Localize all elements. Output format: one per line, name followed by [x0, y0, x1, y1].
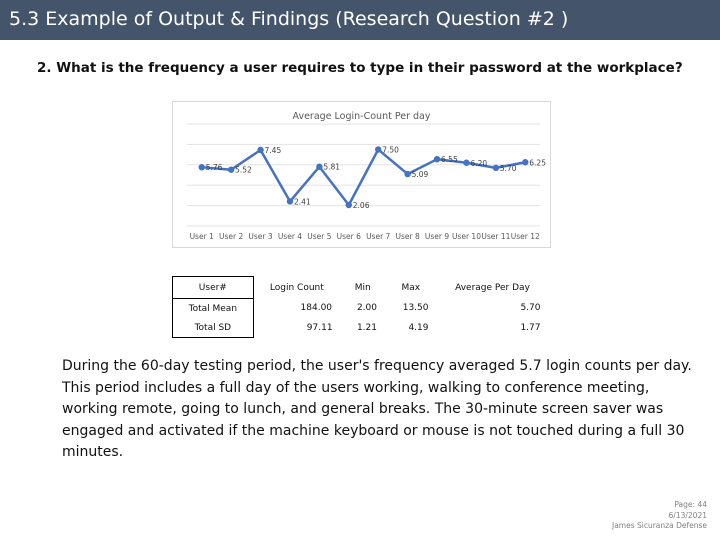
data-label: 2.41 [294, 197, 311, 206]
table-cell: 5.70 [520, 303, 541, 314]
data-point [522, 159, 529, 166]
table-cell: 1.21 [356, 322, 377, 333]
line-chart: Average Login-Count Per day User 1 User 2 U… [172, 101, 551, 248]
x-tick-label: User 11 [481, 232, 510, 241]
x-tick-label: User 6 [337, 232, 361, 241]
data-label: 7.45 [265, 146, 282, 155]
table-cell: 1.77 [520, 322, 541, 333]
column-header: User# [172, 276, 254, 299]
data-point [257, 146, 264, 154]
data-point [227, 166, 235, 173]
page-number: Page: 44 [674, 500, 707, 509]
slide-footer: Page: 44 6/13/2021 James Sicuranza Defen… [612, 500, 707, 532]
table-cell: 13.50 [402, 303, 429, 314]
findings-paragraph: During the 60-day testing period, the us… [62, 358, 692, 460]
footer-author: James Sicuranza Defense [611, 521, 707, 530]
data-point [433, 155, 441, 163]
x-tick-label: User 5 [307, 232, 331, 241]
slide-title: 5.3 Example of Output & Findings (Resear… [9, 8, 569, 30]
x-tick-label: User 9 [425, 232, 449, 241]
data-label: 7.50 [382, 146, 399, 155]
x-tick-label: User 1 [190, 232, 214, 241]
footer-date: 6/13/2021 [668, 510, 707, 520]
table-cell: 97.11 [306, 322, 333, 333]
data-point [316, 163, 323, 170]
data-label: 5.70 [500, 164, 517, 173]
data-label: 5.52 [235, 166, 252, 175]
x-tick-label: User 3 [248, 232, 272, 241]
data-label: 2.06 [353, 201, 370, 210]
row-label: Total Mean [172, 298, 254, 318]
column-header: Min [354, 282, 371, 293]
data-point [375, 146, 382, 153]
research-question: 2. What is the frequency a user requires… [37, 60, 683, 76]
column-header: Max [401, 282, 421, 293]
data-point [198, 164, 205, 171]
data-label: 6.25 [529, 158, 546, 167]
x-tick-label: User 10 [452, 232, 481, 241]
x-tick-label: User 12 [511, 232, 540, 241]
title-bar: 5.3 Example of Output & Findings (Resear… [0, 0, 720, 40]
data-label: 5.81 [323, 163, 340, 172]
data-label: 5.76 [206, 163, 223, 172]
data-point [345, 201, 352, 209]
table-header-row: User# Login Count Min Max Average Per Da… [172, 276, 549, 299]
data-point [404, 170, 411, 178]
data-point [492, 164, 500, 172]
column-header: Average Per Day [455, 282, 530, 293]
x-tick-label: User 7 [366, 232, 390, 241]
x-tick-label: User 2 [219, 232, 243, 241]
table-row: Total Mean 184.00 2.00 13.50 5.70 [172, 298, 549, 318]
chart-canvas: Average Login-Count Per day User 1 User 2 U… [187, 111, 546, 241]
column-header: Login Count [269, 282, 324, 293]
data-point [286, 198, 294, 205]
table-cell: 184.00 [300, 303, 333, 314]
x-tick-label: User 4 [278, 232, 302, 241]
row-label: Total SD [172, 318, 254, 338]
table-cell: 2.00 [356, 303, 377, 314]
table-cell: 4.19 [408, 322, 429, 333]
data-point [463, 159, 470, 166]
series-line [201, 148, 526, 207]
table-row: Total SD 97.11 1.21 4.19 1.77 [172, 318, 549, 338]
stats-table: User# Login Count Min Max Average Per Da… [172, 276, 549, 338]
x-tick-label: User 8 [395, 232, 419, 241]
data-label: 6.20 [470, 159, 487, 168]
chart-title: Average Login-Count Per day [293, 111, 431, 122]
data-label: 5.09 [412, 170, 429, 179]
data-label: 6.55 [441, 155, 458, 164]
